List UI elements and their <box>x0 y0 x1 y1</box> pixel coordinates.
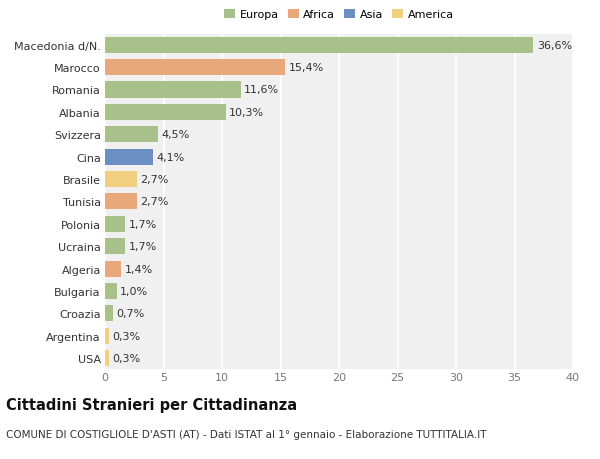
Text: 36,6%: 36,6% <box>537 40 572 50</box>
Text: 10,3%: 10,3% <box>229 107 264 118</box>
Bar <box>105 239 125 255</box>
Bar <box>105 194 137 210</box>
Bar <box>105 172 137 188</box>
Text: 1,7%: 1,7% <box>128 241 157 252</box>
Bar <box>105 127 158 143</box>
Legend: Europa, Africa, Asia, America: Europa, Africa, Asia, America <box>222 7 456 22</box>
Text: 2,7%: 2,7% <box>140 197 169 207</box>
Text: 4,1%: 4,1% <box>157 152 185 162</box>
Text: 11,6%: 11,6% <box>244 85 280 95</box>
Text: 0,3%: 0,3% <box>112 331 140 341</box>
Bar <box>105 149 153 165</box>
Text: 2,7%: 2,7% <box>140 174 169 185</box>
Text: Cittadini Stranieri per Cittadinanza: Cittadini Stranieri per Cittadinanza <box>6 397 297 412</box>
Bar <box>105 306 113 322</box>
Text: 1,4%: 1,4% <box>125 264 153 274</box>
Text: 0,7%: 0,7% <box>116 308 145 319</box>
Bar <box>105 216 125 232</box>
Bar <box>105 82 241 98</box>
Text: 4,5%: 4,5% <box>161 130 190 140</box>
Bar <box>105 350 109 366</box>
Bar <box>105 105 226 121</box>
Text: COMUNE DI COSTIGLIOLE D'ASTI (AT) - Dati ISTAT al 1° gennaio - Elaborazione TUTT: COMUNE DI COSTIGLIOLE D'ASTI (AT) - Dati… <box>6 429 487 439</box>
Text: 1,0%: 1,0% <box>120 286 148 297</box>
Text: 15,4%: 15,4% <box>289 63 324 73</box>
Text: 0,3%: 0,3% <box>112 353 140 364</box>
Bar <box>105 328 109 344</box>
Bar <box>105 38 533 54</box>
Bar <box>105 60 285 76</box>
Text: 1,7%: 1,7% <box>128 219 157 230</box>
Bar <box>105 261 121 277</box>
Bar <box>105 283 116 299</box>
